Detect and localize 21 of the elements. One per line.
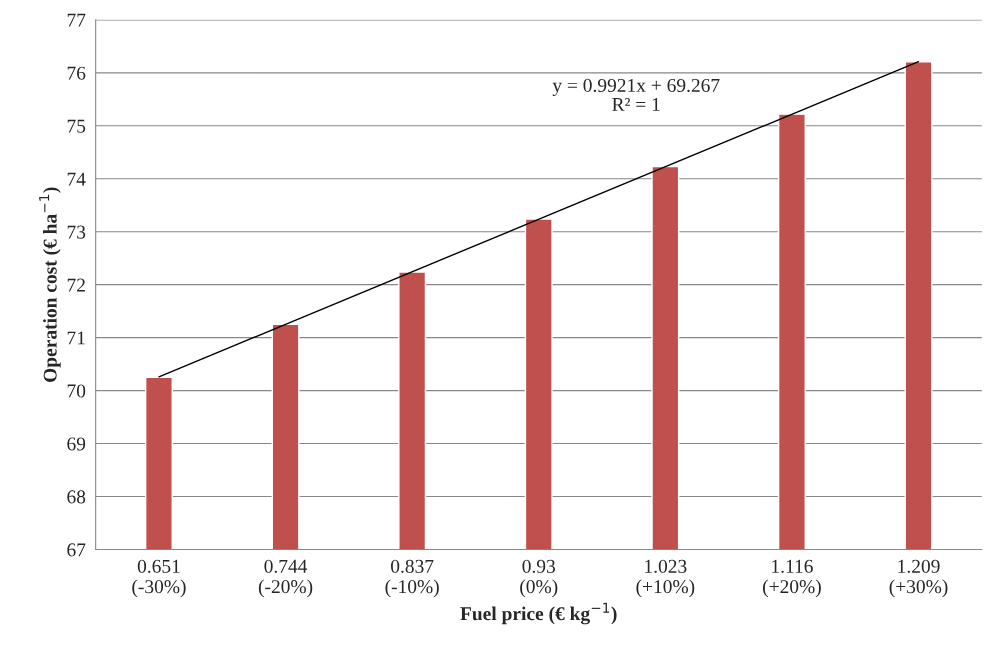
x-axis-title: Fuel price (€ kg$^{−1}$) <box>460 602 617 625</box>
x-tick-label: 1.116 (+20%) <box>763 559 821 598</box>
x-tick-label: 0.93 (0%) <box>520 559 558 598</box>
x-tick-label: 1.023 (+10%) <box>636 559 695 598</box>
x-tick-label: 0.744 (-20%) <box>258 559 313 598</box>
y-tick-label: 70 <box>67 384 86 398</box>
y-tick-label: 71 <box>67 331 85 345</box>
x-tick-label: 1.209 (+30%) <box>889 559 948 598</box>
y-tick-label: 76 <box>67 66 86 80</box>
y-tick-label: 69 <box>67 437 86 451</box>
y-tick-label: 67 <box>67 543 86 557</box>
y-tick-label: 68 <box>67 490 86 504</box>
y-tick-label: 74 <box>67 172 86 186</box>
x-tick-label: 0.651 (-30%) <box>132 559 186 598</box>
y-tick-label: 73 <box>67 225 86 239</box>
annotation: y = 0.9921x + 69.267 R² = 1 <box>552 78 720 111</box>
y-tick-label: 77 <box>67 13 86 27</box>
y-axis-title: Operation cost (€ ha$^{−1}$) <box>39 187 61 382</box>
x-tick-label: 0.837 (-10%) <box>385 559 439 598</box>
y-tick-label: 75 <box>67 119 86 133</box>
y-tick-label: 72 <box>67 278 85 292</box>
